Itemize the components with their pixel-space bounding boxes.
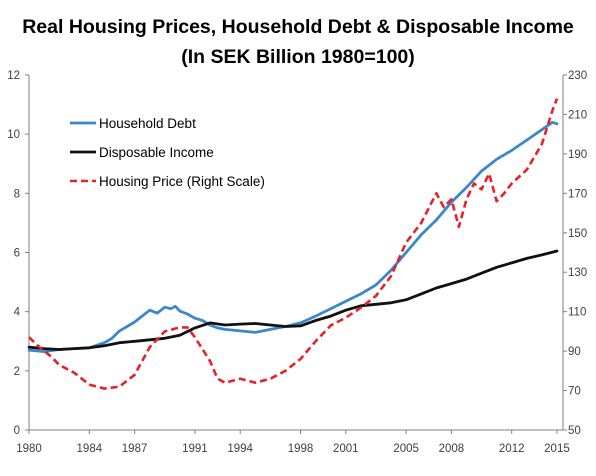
right-y-tick-label: 70 <box>568 386 581 398</box>
x-tick-label: 2001 <box>333 443 359 455</box>
x-tick-label: 2012 <box>499 443 525 455</box>
legend-label: Disposable Income <box>99 145 214 160</box>
right-y-tick-label: 90 <box>568 346 581 358</box>
left-y-tick-label: 2 <box>14 366 20 378</box>
series-line-household-debt <box>27 120 559 353</box>
right-y-tick-label: 50 <box>568 425 581 437</box>
right-y-tick-label: 130 <box>568 267 587 279</box>
x-tick-label: 1984 <box>77 443 103 455</box>
legend: Household Debt Disposable Income Housing P… <box>70 116 265 189</box>
series-line-housing-price-right-scale <box>28 98 559 390</box>
right-y-tick-label: 110 <box>568 307 586 319</box>
left-y-axis-ticks: 0 2 4 6 8 10 12 <box>7 70 29 437</box>
x-tick-label: 2005 <box>393 443 419 455</box>
series-line-disposable-income <box>27 249 559 351</box>
chart-title: Real Housing Prices, Household Debt & Di… <box>22 16 574 38</box>
x-tick-label: 2008 <box>439 443 465 455</box>
right-y-axis-ticks: 50 70 90 110 130 150 170 190 210 230 <box>563 70 587 437</box>
legend-label: Household Debt <box>99 116 196 131</box>
legend-label: Housing Price (Right Scale) <box>99 174 265 189</box>
x-tick-label: 1994 <box>227 443 253 455</box>
left-y-tick-label: 4 <box>14 307 21 319</box>
left-y-tick-label: 6 <box>14 248 20 260</box>
x-axis-ticks: 1980 1984 1987 1991 1994 1998 2001 2005 2008 2012… <box>16 430 570 455</box>
x-tick-label: 1991 <box>182 443 208 455</box>
left-y-tick-label: 8 <box>14 188 20 200</box>
x-tick-label: 1998 <box>288 443 314 455</box>
x-tick-label: 2015 <box>544 443 570 455</box>
right-y-tick-label: 190 <box>568 149 587 161</box>
x-tick-label: 1980 <box>16 443 42 455</box>
series-layer <box>27 98 559 390</box>
right-y-tick-label: 150 <box>568 228 587 240</box>
right-y-tick-label: 210 <box>568 109 587 121</box>
right-y-tick-label: 170 <box>568 188 587 200</box>
left-y-tick-label: 10 <box>7 129 20 141</box>
left-y-tick-label: 12 <box>7 70 20 82</box>
left-y-tick-label: 0 <box>14 425 20 437</box>
chart-subtitle: (In SEK Billion 1980=100) <box>181 46 415 68</box>
right-y-tick-label: 230 <box>568 70 587 82</box>
x-tick-label: 1987 <box>122 443 148 455</box>
